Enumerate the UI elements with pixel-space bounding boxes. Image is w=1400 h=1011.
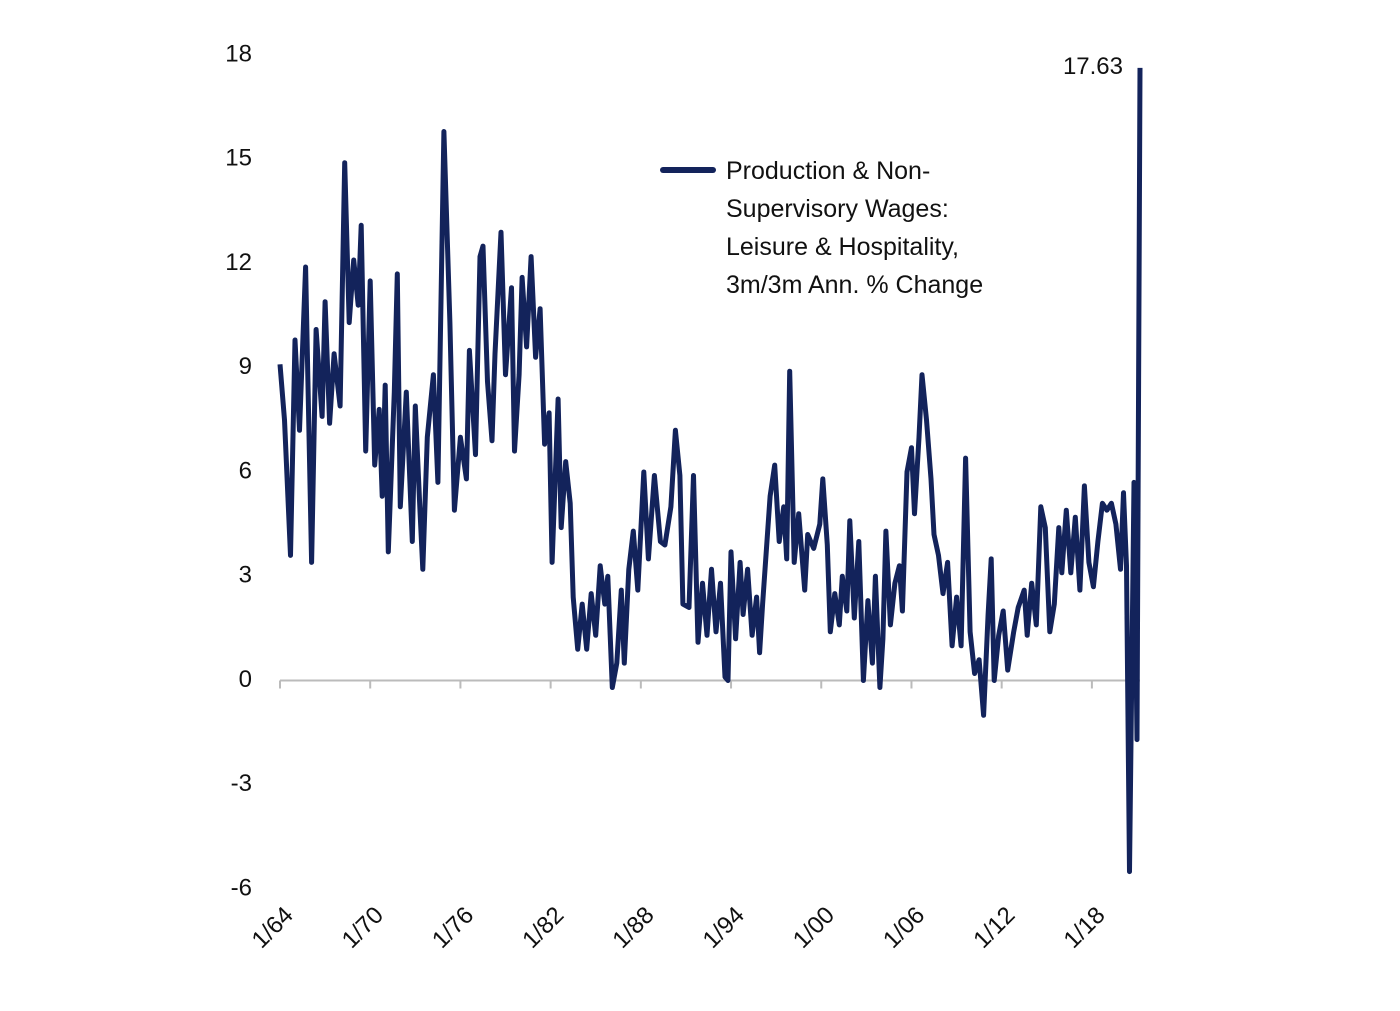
x-tick-label: 1/70 [337,902,389,954]
x-tick-label: 1/76 [427,902,479,954]
x-tick-label: 1/88 [607,902,659,954]
y-tick-label: 9 [239,353,252,380]
x-tick-label: 1/00 [788,902,840,954]
y-tick-label: -6 [231,874,252,901]
end-value-label: 17.63 [1063,53,1123,80]
x-tick-label: 1/18 [1058,902,1110,954]
y-tick-label: 18 [225,40,252,67]
y-tick-label: 12 [225,249,252,276]
x-tick-label: 1/82 [517,902,569,954]
data-line [277,67,1143,875]
y-tick-label: 0 [239,666,252,693]
x-tick-label: 1/12 [968,902,1020,954]
y-tick-label: -3 [231,770,252,797]
y-tick-label: 3 [239,562,252,589]
y-tick-label: 15 [225,145,252,172]
legend-swatch [660,167,716,173]
x-tick-label: 1/64 [247,902,299,954]
y-tick-label: 6 [239,457,252,484]
x-tick-label: 1/06 [878,902,930,954]
x-tick-label: 1/94 [698,902,750,954]
legend: Production & Non-Supervisory Wages: Leis… [660,152,990,304]
legend-label: Production & Non-Supervisory Wages: Leis… [726,157,984,299]
